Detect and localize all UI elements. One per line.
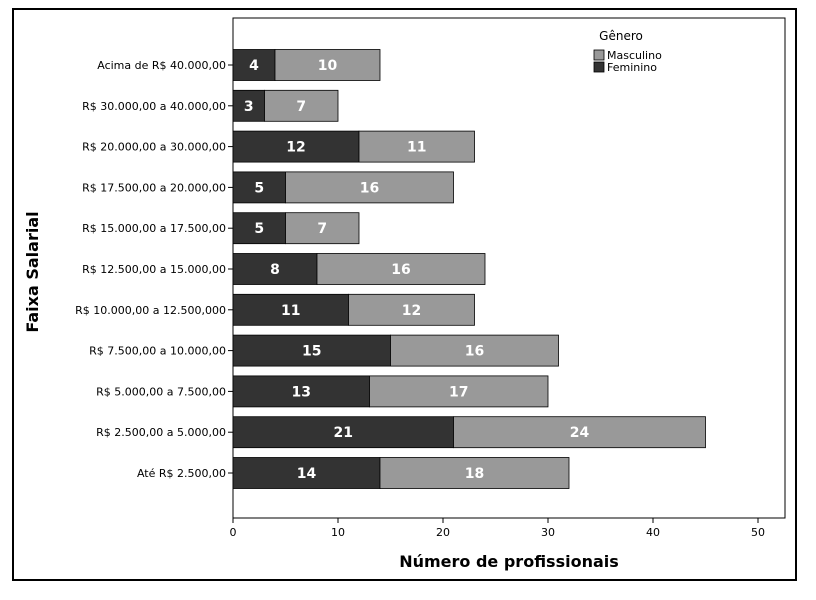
bars-group: 4 10 3 7 12 11 5 16 5 7 8 16 11 12 15 16 13 17 21 24 14 18 — [232, 49, 706, 489]
x-tick-label: 30 — [541, 526, 555, 539]
bar-masculino — [453, 416, 706, 449]
bar-masculino — [379, 457, 570, 489]
bar-value-label: 13 — [292, 384, 311, 400]
bar-value-label: 12 — [286, 140, 305, 156]
bar-value-label: 3 — [244, 99, 254, 115]
legend-label-masculino: Masculino — [607, 49, 662, 62]
y-tick-label: R$ 2.500,00 a 5.000,00 — [96, 426, 226, 439]
x-axis-title: Número de profissionais — [399, 552, 619, 571]
bar-masculino — [285, 212, 360, 245]
bar-masculino — [264, 89, 339, 122]
legend-title: Gênero — [599, 29, 643, 43]
bar-value-label: 15 — [302, 344, 321, 360]
bar-value-label: 10 — [318, 58, 338, 74]
bar-value-label: 16 — [465, 344, 484, 360]
bar-value-label: 12 — [402, 303, 421, 319]
x-tick-label: 40 — [646, 526, 660, 539]
y-tick-label: Acima de R$ 40.000,00 — [97, 59, 226, 72]
bar-feminino — [232, 49, 276, 81]
bar-value-label: 11 — [281, 303, 300, 319]
y-tick-label: R$ 30.000,00 a 40.000,00 — [82, 100, 226, 113]
y-tick-label: R$ 15.000,00 a 17.500,00 — [82, 222, 226, 235]
legend-label-feminino: Feminino — [607, 61, 657, 74]
legend: Gênero Masculino Feminino — [593, 29, 662, 74]
x-tick-label: 10 — [331, 526, 345, 539]
bar-chart: 4 10 3 7 12 11 5 16 5 7 8 16 11 12 15 16 13 17 21 24 14 18 Ac… — [23, 17, 786, 571]
x-tick-label: 20 — [436, 526, 450, 539]
bar-masculino — [369, 375, 549, 408]
y-tick-labels: Acima de R$ 40.000,00 R$ 30.000,00 a 40.0… — [75, 59, 233, 480]
bar-value-label: 24 — [570, 425, 590, 441]
chart-frame: 4 10 3 7 12 11 5 16 5 7 8 16 11 12 15 16 13 17 21 24 14 18 Ac… — [12, 8, 797, 581]
bar-masculino — [390, 334, 559, 367]
bar-value-label: 7 — [317, 221, 327, 237]
bar-value-label: 7 — [296, 99, 306, 115]
bar-value-label: 5 — [254, 221, 264, 237]
bar-feminino — [232, 293, 349, 326]
bar-feminino — [232, 253, 318, 285]
bar-value-label: 21 — [334, 425, 353, 441]
y-tick-label: R$ 12.500,00 a 15.000,00 — [82, 263, 226, 276]
bar-feminino — [232, 416, 454, 449]
bar-value-label: 4 — [249, 58, 259, 74]
bar-value-label: 8 — [270, 262, 280, 278]
x-ticks: 0 10 20 30 40 50 — [230, 518, 765, 539]
bar-value-label: 17 — [449, 384, 468, 400]
y-tick-label: R$ 20.000,00 a 30.000,00 — [82, 141, 226, 154]
bar-masculino — [316, 253, 486, 285]
bar-value-label: 18 — [465, 466, 484, 482]
bar-feminino — [232, 375, 370, 408]
bar-feminino — [232, 212, 286, 245]
x-tick-label: 50 — [751, 526, 765, 539]
bar-feminino — [232, 334, 391, 367]
bar-masculino — [285, 171, 454, 204]
bar-feminino — [232, 457, 381, 489]
bar-value-label: 5 — [254, 180, 264, 196]
bar-masculino — [358, 130, 475, 163]
bar-value-label: 16 — [391, 262, 410, 278]
bar-value-label: 16 — [360, 180, 379, 196]
legend-swatch-masculino — [593, 49, 605, 61]
bar-value-label: 14 — [297, 466, 317, 482]
y-tick-label: R$ 17.500,00 a 20.000,00 — [82, 181, 226, 194]
bar-masculino — [348, 293, 475, 326]
bar-masculino — [274, 49, 381, 81]
x-tick-label: 0 — [230, 526, 237, 539]
y-tick-label: Até R$ 2.500,00 — [137, 467, 226, 480]
bar-value-label: 11 — [407, 140, 426, 156]
y-axis-title: Faixa Salarial — [23, 211, 42, 332]
y-tick-label: R$ 5.000,00 a 7.500,00 — [96, 385, 226, 398]
y-tick-label: R$ 10.000,00 a 12.500,000 — [75, 304, 226, 317]
y-tick-label: R$ 7.500,00 a 10.000,00 — [89, 345, 226, 358]
legend-swatch-feminino — [593, 61, 605, 73]
